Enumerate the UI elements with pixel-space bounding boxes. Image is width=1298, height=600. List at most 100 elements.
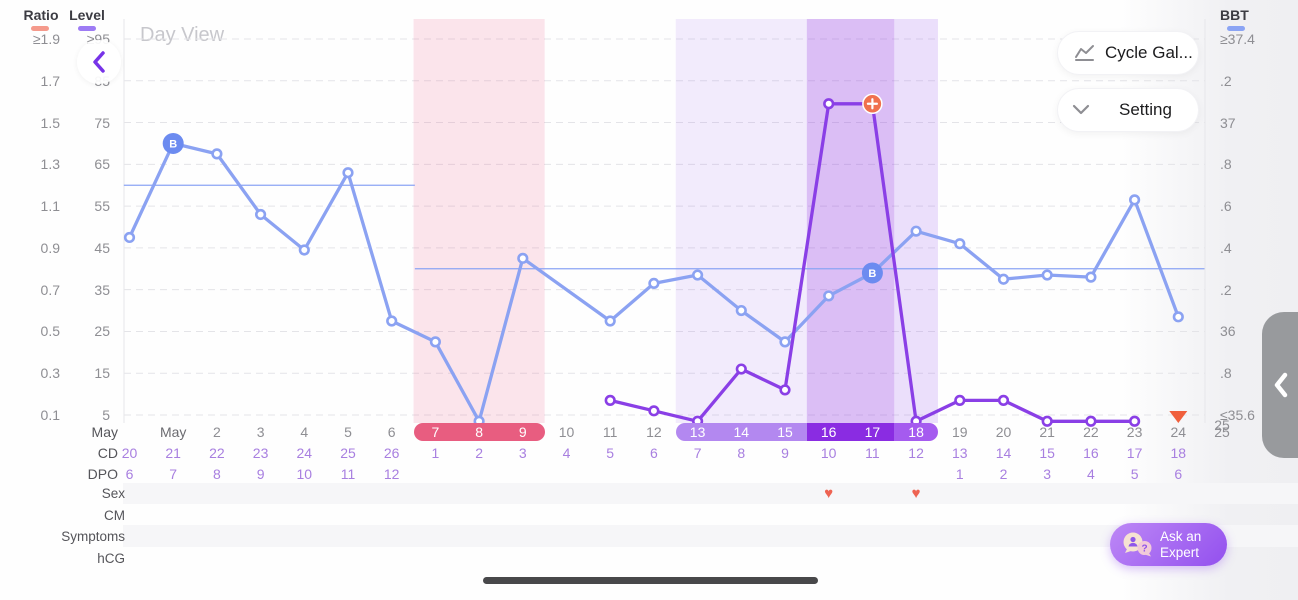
lh-point: [954, 394, 966, 406]
ratio-tick: 0.7: [40, 281, 60, 298]
sex-heart-icon: ♥: [824, 485, 834, 502]
date-cell[interactable]: 24: [1170, 424, 1187, 440]
date-cell[interactable]: 8: [475, 424, 483, 440]
dpo-cell: 12: [383, 466, 400, 482]
date-cell[interactable]: 19: [952, 424, 968, 440]
cd-cell: 10: [820, 445, 837, 461]
bbt-point: [604, 315, 616, 327]
dpo-row-label: DPO: [87, 466, 118, 482]
ratio-tick: 1.3: [40, 156, 60, 173]
bbt-point: [997, 273, 1010, 285]
cd-cell: 20: [121, 445, 138, 461]
date-cell[interactable]: 10: [558, 424, 575, 440]
page-title: Day View: [140, 24, 225, 46]
ratio-tick: 0.3: [40, 365, 60, 382]
date-cell[interactable]: 6: [387, 424, 396, 440]
cd-cell: 2: [475, 445, 483, 461]
date-cell[interactable]: 11: [602, 424, 618, 440]
dpo-cell: 6: [1174, 466, 1183, 482]
ask-expert-button[interactable]: ? Ask an Expert: [1110, 523, 1227, 566]
add-data-button[interactable]: [862, 93, 883, 115]
date-cell[interactable]: 23: [1126, 424, 1143, 440]
level-tick: 55: [94, 198, 110, 215]
cycle-gallery-label: Cycle Gal...: [1105, 43, 1193, 62]
date-cell[interactable]: 25: [1214, 424, 1230, 440]
bbt-point: [211, 148, 223, 160]
date-cell[interactable]: 16: [820, 424, 837, 440]
line-chart-icon: [1075, 45, 1094, 61]
date-cell[interactable]: 4: [300, 424, 309, 440]
date-cell[interactable]: 12: [646, 424, 662, 440]
cd-row-label: CD: [97, 445, 118, 461]
expert-chat-icon: ?: [1123, 532, 1152, 556]
lh-point: [779, 384, 791, 396]
chevron-down-icon: [1072, 104, 1090, 115]
chevron-left-icon: [1274, 372, 1288, 398]
period-region: [413, 19, 545, 423]
dpo-cell: 9: [256, 466, 265, 482]
bbt-point: [1128, 194, 1141, 206]
cd-cell: 8: [737, 445, 746, 461]
level-axis-title: Level: [69, 7, 105, 23]
sex-row-stripe: [123, 483, 1298, 504]
dpo-cell: 2: [999, 466, 1008, 482]
date-cell[interactable]: 18: [908, 424, 924, 440]
bbt-b-marker: [162, 132, 184, 154]
ratio-axis-title: Ratio: [23, 7, 59, 23]
cd-cell: 9: [781, 445, 789, 461]
cd-cell: 5: [606, 445, 615, 461]
ratio-tick: 1.5: [40, 114, 60, 131]
bbt-tick: 36: [1220, 323, 1236, 340]
cd-cell: 17: [1126, 445, 1143, 461]
cd-cell: 6: [649, 445, 658, 461]
date-cell[interactable]: 17: [864, 424, 881, 440]
bbt-point: [342, 167, 354, 179]
date-cell[interactable]: May: [159, 424, 187, 440]
cd-cell: 22: [209, 445, 225, 461]
cd-cell: 23: [252, 445, 269, 461]
drawer-handle[interactable]: [1262, 312, 1298, 458]
date-cell[interactable]: 15: [777, 424, 793, 440]
bbt-point: [1085, 271, 1097, 283]
dpo-cell: 5: [1130, 466, 1139, 482]
cycle-gallery-button[interactable]: Cycle Gal...: [1057, 31, 1199, 75]
bbt-point: [910, 225, 922, 237]
bbt-point: [386, 315, 398, 327]
bbt-point: [779, 336, 791, 348]
date-cell[interactable]: 7: [431, 424, 440, 440]
bbt-point: [1041, 269, 1053, 281]
date-cell[interactable]: 20: [995, 424, 1012, 440]
home-indicator[interactable]: [483, 577, 818, 584]
period-pill: [413, 423, 545, 441]
bbt-b-marker: [861, 262, 883, 284]
date-cell[interactable]: 3: [256, 424, 265, 440]
date-cell[interactable]: 14: [733, 424, 750, 440]
bbt-b-marker-label: B: [868, 268, 876, 280]
cd-cell: 15: [1039, 445, 1055, 461]
dpo-cell: 4: [1086, 466, 1095, 482]
ratio-legend-dash-icon: [31, 26, 49, 31]
setting-button[interactable]: Setting: [1057, 88, 1199, 132]
ask-expert-label-line2: Expert: [1160, 544, 1200, 560]
bbt-tick: .6: [1220, 198, 1232, 215]
dpo-cell: 7: [169, 466, 178, 482]
lh-level-line: [608, 102, 1137, 423]
bbt-point: [735, 304, 747, 317]
date-cell[interactable]: 5: [344, 424, 352, 440]
ask-expert-label-line1: Ask an: [1160, 528, 1202, 544]
level-tick: 45: [94, 239, 110, 256]
level-tick: 35: [94, 281, 110, 298]
date-cell[interactable]: 13: [689, 424, 706, 440]
ratio-tick: 0.9: [40, 239, 60, 256]
date-cell[interactable]: 9: [518, 424, 527, 440]
date-cell[interactable]: 22: [1083, 424, 1099, 440]
back-button[interactable]: [77, 40, 121, 84]
dpo-cell: 6: [125, 466, 134, 482]
sex-heart-icon: ♥: [911, 485, 921, 502]
bbt-tick: ≥37.4: [1220, 31, 1255, 47]
date-cell[interactable]: 2: [212, 424, 221, 440]
date-cell[interactable]: 21: [1039, 424, 1055, 440]
bbt-tick: .8: [1220, 365, 1232, 382]
today-marker-icon: [1169, 411, 1188, 423]
